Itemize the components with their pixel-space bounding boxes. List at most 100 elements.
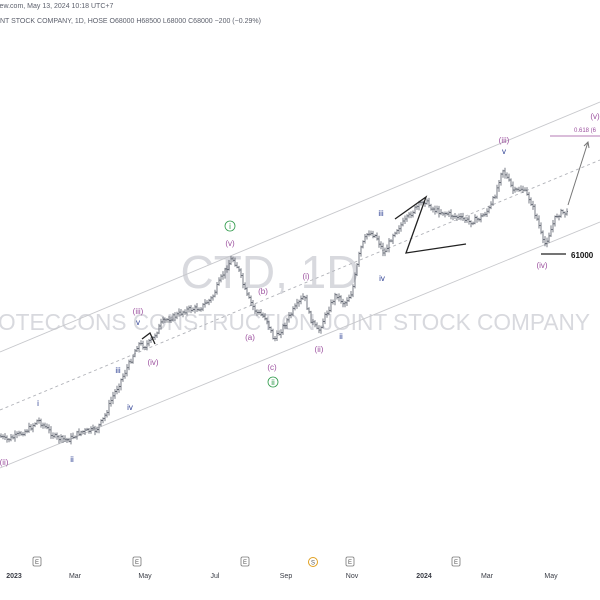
ohlc-bar	[326, 310, 328, 318]
ohlc-bar	[176, 311, 178, 320]
ohlc-bar	[412, 210, 414, 218]
trend-channel	[0, 101, 600, 469]
ohlc-bar	[236, 262, 238, 269]
ohlc-bar	[354, 272, 356, 289]
ohlc-bar	[252, 300, 254, 311]
ohlc-bar	[100, 419, 102, 427]
wave-label-ring	[267, 376, 279, 388]
ohlc-bar	[382, 242, 384, 257]
ohlc-bar	[324, 312, 326, 325]
price-bars	[0, 167, 568, 445]
ohlc-bar	[438, 205, 440, 218]
dividend-marker	[308, 557, 318, 567]
ohlc-bar	[364, 233, 366, 244]
ohlc-bar	[260, 308, 262, 317]
ohlc-bar	[62, 435, 64, 443]
ohlc-bar	[196, 303, 198, 313]
ohlc-bar	[268, 320, 270, 330]
chart-header-line2: INT STOCK COMPANY, 1D, HOSE O68000 H6850…	[0, 18, 261, 25]
ohlc-bar	[248, 292, 250, 299]
ohlc-bar	[560, 208, 562, 218]
wave-label: v	[502, 147, 506, 156]
ohlc-bar	[32, 423, 34, 433]
ohlc-bar	[180, 308, 182, 317]
ohlc-bar	[92, 424, 94, 432]
ohlc-bar	[302, 293, 304, 300]
wave-label: (a)	[245, 333, 255, 342]
ohlc-bar	[404, 215, 406, 224]
ohlc-bar	[0, 433, 2, 438]
ohlc-bar	[90, 426, 92, 434]
ohlc-bar	[396, 229, 398, 235]
ohlc-bar	[466, 216, 468, 223]
ohlc-bar	[534, 204, 536, 219]
ohlc-bar	[564, 211, 566, 218]
channel-lower-line	[0, 221, 600, 469]
wave-label: iii	[378, 209, 384, 218]
ohlc-bar	[128, 359, 130, 371]
ohlc-bar	[310, 310, 312, 324]
ohlc-bar	[350, 290, 352, 299]
ohlc-bar	[282, 323, 284, 335]
wave-label: (iii)	[133, 307, 144, 316]
earnings-marker	[451, 556, 461, 567]
wave-label: v	[136, 318, 140, 327]
ohlc-bar	[244, 282, 246, 290]
ohlc-bar	[208, 298, 210, 306]
price-level-label: 61000	[571, 251, 594, 260]
ohlc-bar	[478, 217, 480, 222]
ohlc-bar	[124, 369, 126, 379]
ohlc-bar	[74, 435, 76, 439]
ohlc-bar	[254, 304, 256, 315]
ohlc-bar	[270, 326, 272, 334]
ohlc-bar	[434, 205, 436, 215]
ohlc-bar	[10, 433, 12, 442]
ohlc-bar	[182, 310, 184, 318]
ohlc-bar	[486, 208, 488, 217]
ohlc-bar	[204, 299, 206, 308]
wave-label: (i)	[302, 272, 309, 281]
ohlc-bar	[358, 251, 360, 267]
ohlc-bar	[46, 423, 48, 430]
ohlc-bar	[428, 197, 430, 208]
ohlc-bar	[340, 295, 342, 304]
earnings-marker	[32, 556, 42, 567]
ohlc-bar	[286, 317, 288, 330]
wave-label: (iii)	[499, 136, 510, 145]
ohlc-bar	[458, 213, 460, 220]
earnings-marker-label: E	[454, 560, 458, 566]
ohlc-bar	[138, 342, 140, 352]
ohlc-bar	[12, 434, 14, 440]
ohlc-bar	[484, 211, 486, 217]
ohlc-bar	[320, 325, 322, 334]
ohlc-bar	[246, 287, 248, 297]
ohlc-bar	[68, 437, 70, 443]
ohlc-bar	[238, 265, 240, 272]
ohlc-bar	[512, 181, 514, 194]
ohlc-bar	[504, 167, 506, 179]
ohlc-bar	[524, 187, 526, 192]
x-tick-label: 2024	[416, 573, 432, 580]
ohlc-bar	[304, 295, 306, 302]
ohlc-bar	[410, 211, 412, 219]
ohlc-bar	[548, 232, 550, 243]
ohlc-bar	[54, 432, 56, 439]
ohlc-bar	[174, 312, 176, 322]
ohlc-bar	[130, 358, 132, 364]
price-levels: 61000 0.618 (6	[571, 128, 597, 260]
x-tick-label: Sep	[280, 573, 293, 580]
ohlc-bar	[344, 300, 346, 308]
ohlc-bar	[540, 222, 542, 235]
ohlc-bar	[144, 345, 146, 350]
ohlc-bar	[474, 214, 476, 225]
ohlc-bar	[552, 220, 554, 233]
wave-label: (b)	[258, 287, 268, 296]
ohlc-bar	[166, 317, 168, 323]
channel-upper-line	[0, 101, 600, 353]
ohlc-bar	[554, 215, 556, 227]
ohlc-bar	[264, 313, 266, 321]
ohlc-bar	[292, 306, 294, 317]
ohlc-bar	[530, 197, 532, 206]
ohlc-bar	[436, 205, 438, 214]
